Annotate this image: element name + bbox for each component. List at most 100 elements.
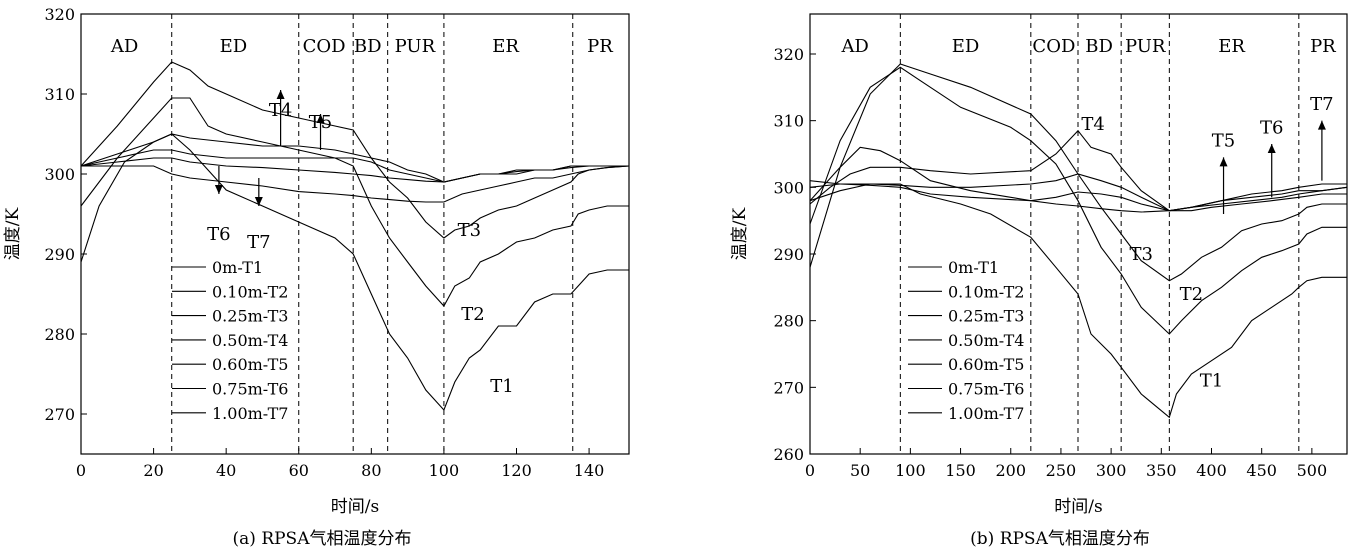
phase-label: AD	[110, 36, 138, 57]
y-tick-label: 320	[44, 5, 75, 24]
y-tick-label: 270	[44, 405, 75, 424]
annotation-label: T7	[247, 232, 270, 253]
y-tick-label: 280	[44, 325, 75, 344]
x-tick-label: 80	[361, 461, 381, 480]
annotation-arrowhead	[1317, 120, 1326, 130]
y-tick-label: 310	[773, 112, 804, 131]
figure-caption: (b) RPSA气相温度分布	[970, 529, 1150, 549]
annotation-arrowhead	[1267, 144, 1276, 153]
phase-label: PUR	[1125, 36, 1166, 57]
phase-label: ER	[1218, 36, 1245, 57]
x-tick-label: 450	[1246, 461, 1277, 480]
phase-label: ER	[492, 36, 519, 57]
x-tick-label: 50	[850, 461, 870, 480]
phase-label: ED	[952, 36, 980, 57]
annotation-arrowhead	[254, 197, 263, 206]
annotation-label: T2	[461, 304, 484, 325]
legend-label: 1.00m-T7	[948, 404, 1024, 423]
annotation-arrowhead	[316, 114, 325, 123]
legend-label: 1.00m-T7	[212, 404, 288, 423]
annotation-label: T4	[269, 100, 292, 121]
x-tick-label: 300	[1096, 461, 1127, 480]
x-tick-label: 150	[945, 461, 976, 480]
series-line-0.25m-T3	[80, 61, 630, 239]
legend-label: 0.50m-T4	[212, 331, 288, 350]
phase-label: PR	[587, 36, 613, 57]
annotation-label: T6	[1260, 117, 1283, 138]
annotation-label: T6	[207, 224, 230, 245]
x-tick-label: 20	[143, 461, 163, 480]
annotation-label: T3	[458, 220, 481, 241]
x-tick-label: 100	[429, 461, 460, 480]
chart-b: AD ED COD BD PUR ER PR 0 50 100 150 200 250 300 350 400…	[730, 13, 1348, 549]
legend-label: 0m-T1	[212, 258, 263, 277]
y-axis-label: 温度/K	[730, 207, 750, 260]
plot-frame	[80, 13, 630, 455]
y-axis-label: 温度/K	[3, 207, 23, 260]
annotation-label: T4	[1081, 114, 1104, 135]
annotation-label: T2	[1180, 284, 1203, 305]
chart-a: AD ED COD BD PUR ER PR 0 20 40 60 80 100 120 140 270 280…	[3, 5, 630, 549]
series-line-0.10m-T2	[80, 97, 629, 307]
phase-label: ED	[220, 36, 248, 57]
legend-label: 0.75m-T6	[212, 380, 288, 399]
series-line-0m-T1	[80, 133, 629, 412]
x-tick-label: 100	[895, 461, 926, 480]
x-tick-label: 40	[216, 461, 236, 480]
y-tick-label: 310	[44, 85, 75, 104]
annotation-arrowhead	[214, 185, 223, 194]
annotation-label: T1	[490, 376, 513, 397]
phase-label: BD	[1085, 36, 1113, 57]
y-tick-label: 270	[773, 378, 804, 397]
y-tick-label: 290	[773, 245, 804, 264]
phase-label: COD	[1032, 36, 1075, 57]
annotation-label: T1	[1200, 371, 1223, 392]
x-tick-label: 60	[289, 461, 309, 480]
phase-label: BD	[354, 36, 382, 57]
y-tick-label: 300	[44, 165, 75, 184]
legend-label: 0.60m-T5	[212, 355, 288, 374]
legend-label: 0.10m-T2	[948, 282, 1024, 301]
y-tick-label: 320	[773, 45, 804, 64]
annotation-arrowhead	[276, 90, 285, 99]
x-tick-label: 400	[1196, 461, 1227, 480]
x-tick-label: 0	[76, 461, 86, 480]
legend-label: 0m-T1	[948, 258, 999, 277]
y-tick-label: 290	[44, 245, 75, 264]
series-line-0.25m-T3	[809, 63, 1347, 282]
phase-label: AD	[840, 36, 868, 57]
legend-label: 0.50m-T4	[948, 331, 1024, 350]
series-line-1.00m-T7	[809, 146, 1348, 213]
x-tick-label: 200	[995, 461, 1026, 480]
phase-label: COD	[303, 36, 346, 57]
legend-label: 0.75m-T6	[948, 380, 1024, 399]
phase-label: PUR	[395, 36, 436, 57]
x-tick-label: 120	[501, 461, 532, 480]
x-tick-label: 500	[1297, 461, 1328, 480]
annotation-arrowhead	[1219, 157, 1228, 167]
phase-label: PR	[1310, 36, 1336, 57]
x-tick-label: 350	[1146, 461, 1177, 480]
annotation-label: T5	[1212, 131, 1235, 152]
plot-frame	[809, 13, 1348, 455]
y-tick-label: 300	[773, 178, 804, 197]
x-tick-label: 250	[1046, 461, 1077, 480]
legend-label: 0.25m-T3	[212, 307, 288, 326]
legend-label: 0.25m-T3	[948, 307, 1024, 326]
x-tick-label: 0	[805, 461, 815, 480]
series-line-1.00m-T7	[81, 165, 630, 203]
legend-label: 0.10m-T2	[212, 282, 288, 301]
annotation-label: T3	[1129, 244, 1152, 265]
x-axis-label: 时间/s	[331, 497, 379, 517]
annotation-label: T7	[1310, 94, 1333, 115]
legend-label: 0.60m-T5	[948, 355, 1024, 374]
figure-caption: (a) RPSA气相温度分布	[233, 529, 412, 549]
x-tick-label: 140	[574, 461, 605, 480]
series-line-0.10m-T2	[809, 66, 1347, 335]
x-axis-label: 时间/s	[1054, 497, 1102, 517]
y-tick-label: 280	[773, 312, 804, 331]
series-line-0.50m-T4	[809, 129, 1347, 212]
y-tick-label: 260	[773, 445, 804, 464]
